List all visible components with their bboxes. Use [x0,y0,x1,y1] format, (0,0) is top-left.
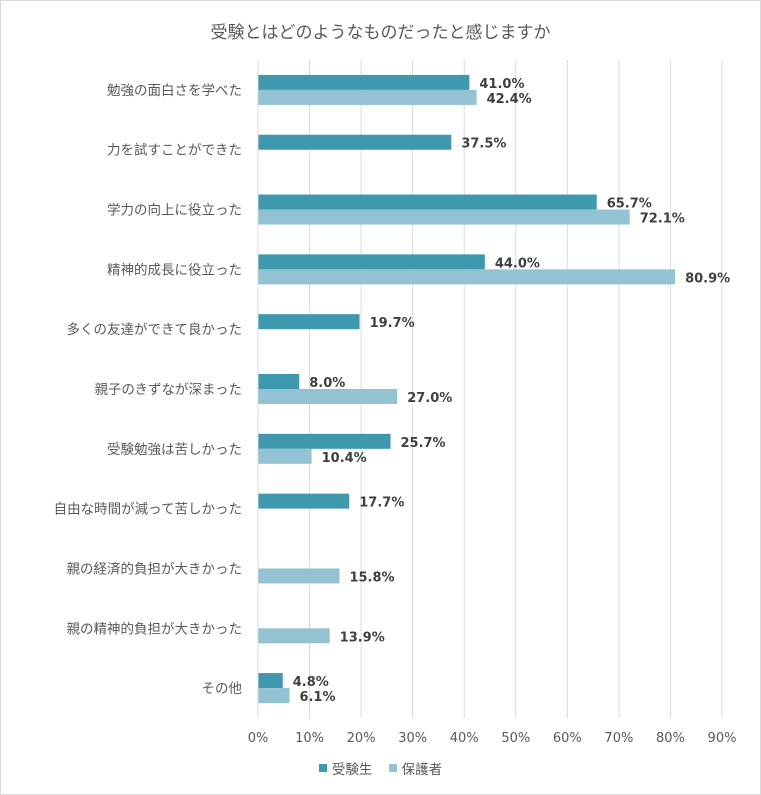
bar-parents [258,209,630,225]
bar-students [258,433,391,449]
data-label: 65.7% [607,197,652,212]
data-label: 41.0% [479,77,524,92]
data-label: 10.4% [322,451,367,466]
bar-students [258,194,597,210]
bar-parents [258,89,477,105]
data-label: 44.0% [495,256,540,271]
data-label: 80.9% [685,271,730,286]
x-tick-label: 90% [708,731,737,746]
data-label: 72.1% [640,212,685,227]
bar-students [258,134,452,150]
bar-parents [258,448,312,464]
bar-parents [258,568,340,584]
data-label: 13.9% [340,630,385,645]
bar-students [258,493,350,509]
legend-label-students: 受験生 [331,762,373,778]
x-tick-label: 10% [295,731,324,746]
x-tick-label: 50% [501,731,530,746]
data-label: 8.0% [309,376,345,391]
category-label: 学力の向上に役立った [107,203,242,219]
data-label: 42.4% [487,92,532,107]
category-label: 力を試すことができた [107,143,242,159]
data-label: 37.5% [461,137,506,152]
legend-item-parents: 保護者 [388,758,443,778]
legend-item-students: 受験生 [318,758,373,778]
x-tick-label: 20% [347,731,376,746]
chart-title: 受験とはどのようなものだったと感じますか [210,23,551,43]
bar-students [258,673,283,689]
category-label: その他 [202,681,243,697]
x-tick-label: 70% [604,731,633,746]
data-label: 6.1% [299,690,335,705]
category-label: 勉強の面白さを学べた [107,83,242,99]
legend-swatch-parents [388,764,397,772]
category-label: 精神的成長に役立った [107,262,242,278]
category-label: 親子のきずなが深まった [94,382,242,398]
x-tick-label: 0% [248,731,269,746]
category-label: 多くの友達ができて良かった [67,321,243,338]
data-label: 19.7% [370,316,415,331]
legend-label-parents: 保護者 [401,762,443,778]
bar-students [258,314,360,330]
bar-parents [258,389,398,404]
data-label: 15.8% [349,570,394,585]
category-label: 自由な時間が減って苦しかった [54,501,242,518]
category-label: 親の経済的負担が大きかった [67,561,243,577]
legend: 受験生 保護者 [0,758,761,778]
legend-swatch-students [318,764,327,772]
x-tick-label: 30% [398,731,427,746]
bar-students [258,74,470,90]
category-label: 受験勉強は苦しかった [107,442,242,458]
x-tick-label: 40% [450,731,479,746]
x-tick-label: 60% [553,731,582,746]
bar-students [258,374,300,389]
bar-students [258,254,485,270]
data-label: 17.7% [359,496,404,511]
data-label: 25.7% [400,436,445,451]
bar-parents [258,688,290,704]
bar-parents [258,269,676,285]
x-tick-label: 80% [656,731,685,746]
data-label: 4.8% [293,675,329,690]
data-label: 27.0% [407,391,452,406]
category-label: 親の精神的負担が大きかった [67,621,243,637]
bar-parents [258,628,330,644]
